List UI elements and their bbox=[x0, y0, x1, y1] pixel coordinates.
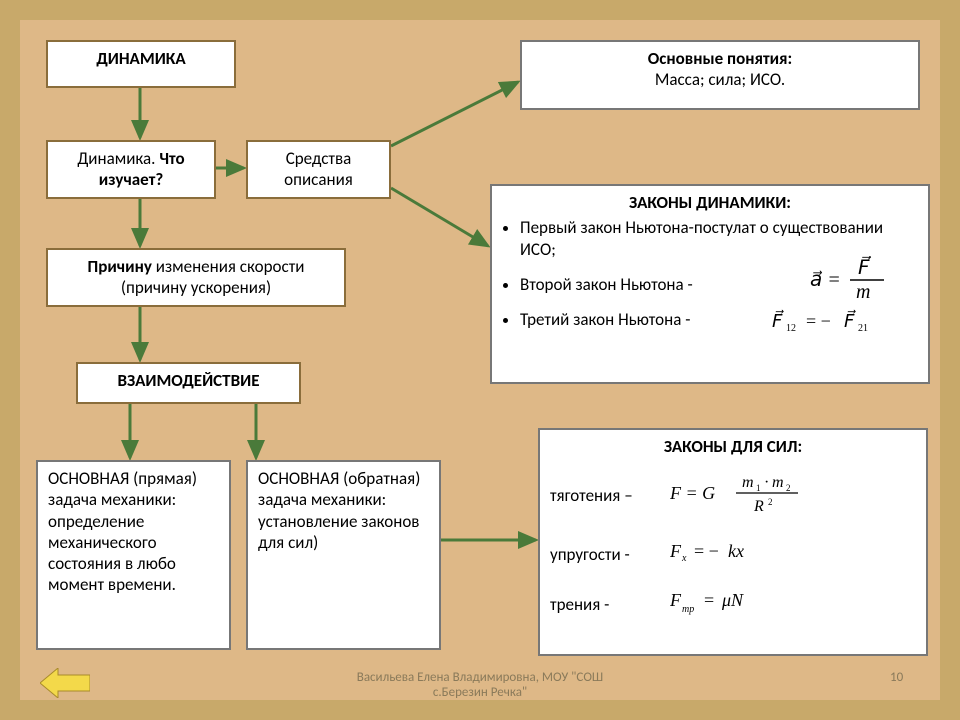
svg-text:R: R bbox=[753, 498, 764, 515]
laws-title: ЗАКОНЫ ДИНАМИКИ: bbox=[629, 192, 791, 213]
formula-elastic: F x = − kx bbox=[670, 539, 810, 570]
svg-text:F⃗: F⃗ bbox=[844, 310, 856, 331]
gravity-label: тяготения – bbox=[550, 485, 670, 506]
law-3-label: Третий закон Ньютона - bbox=[520, 309, 690, 330]
slide: ДИНАМИКА Динамика. Что изучает? Средства… bbox=[0, 0, 960, 720]
law-3: Третий закон Ньютона - F⃗ 12 = − F⃗ 21 bbox=[520, 309, 918, 330]
node-dynamics-laws: ЗАКОНЫ ДИНАМИКИ: Первый закон Ньютона-по… bbox=[490, 184, 930, 384]
svg-text:=: = bbox=[704, 590, 714, 610]
page-number: 10 bbox=[890, 670, 903, 685]
back-button[interactable] bbox=[40, 668, 90, 698]
force-row-elastic: упругости - F x = − kx bbox=[550, 539, 916, 570]
node-dynamics-title: ДИНАМИКА bbox=[46, 40, 236, 88]
force-row-gravity: тяготения – F = G m 1 · m 2 R 2 bbox=[550, 471, 916, 520]
force-row-friction: трения - F mp = μN bbox=[550, 588, 916, 621]
law-2: Второй закон Ньютона - a⃗ = F⃗ m bbox=[520, 274, 918, 295]
node-reason: Причину изменения скорости (причину уско… bbox=[46, 248, 346, 307]
node-direct-task: ОСНОВНАЯ (прямая) задача механики: опред… bbox=[36, 460, 231, 650]
svg-text:x: x bbox=[681, 553, 687, 564]
formula-gravity: F = G m 1 · m 2 R 2 bbox=[670, 471, 850, 520]
node-force-laws: ЗАКОНЫ ДЛЯ СИЛ: тяготения – F = G m 1 · … bbox=[538, 428, 928, 656]
node-what-studies: Динамика. Что изучает? bbox=[46, 140, 216, 199]
law-2-label: Второй закон Ньютона - bbox=[520, 274, 693, 295]
svg-text:m: m bbox=[742, 474, 754, 491]
node-interaction: ВЗАИМОДЕЙСТВИЕ bbox=[76, 362, 301, 404]
formula-newton2: a⃗ = F⃗ m bbox=[810, 256, 900, 309]
svg-text:2: 2 bbox=[786, 483, 791, 493]
node-means: Средства описания bbox=[246, 140, 391, 199]
node-concepts: Основные понятия:Масса; сила; ИСО. bbox=[520, 40, 920, 110]
svg-text:21: 21 bbox=[858, 323, 868, 334]
svg-text:1: 1 bbox=[756, 483, 761, 493]
footer-author: Васильева Елена Владимировна, МОУ "СОШ с… bbox=[330, 670, 630, 700]
elastic-label: упругости - bbox=[550, 544, 670, 565]
title-text: ДИНАМИКА bbox=[96, 48, 185, 69]
svg-text:12: 12 bbox=[786, 323, 796, 334]
svg-text:mp: mp bbox=[682, 604, 694, 615]
svg-text:F⃗: F⃗ bbox=[772, 310, 784, 331]
formula-newton3: F⃗ 12 = − F⃗ 21 bbox=[772, 307, 922, 340]
svg-text:m: m bbox=[772, 474, 784, 491]
svg-text:2: 2 bbox=[768, 497, 773, 507]
pagenum-text: 10 bbox=[890, 670, 903, 685]
svg-text:m: m bbox=[856, 281, 870, 303]
svg-text:F: F bbox=[670, 541, 682, 561]
means-text: Средства описания bbox=[284, 148, 353, 190]
interaction-text: ВЗАИМОДЕЙСТВИЕ bbox=[117, 370, 259, 391]
formula-friction: F mp = μN bbox=[670, 588, 810, 621]
svg-text:= −: = − bbox=[694, 541, 719, 561]
svg-text:a⃗ =: a⃗ = bbox=[810, 269, 841, 291]
svg-text:= −: = − bbox=[806, 311, 831, 331]
svg-text:kx: kx bbox=[728, 541, 744, 561]
law-1: Первый закон Ньютона-постулат о существо… bbox=[520, 217, 918, 260]
svg-text:F = G: F = G bbox=[670, 483, 715, 503]
svg-text:μN: μN bbox=[721, 590, 744, 610]
forces-title: ЗАКОНЫ ДЛЯ СИЛ: bbox=[664, 436, 802, 457]
footer-text: Васильева Елена Владимировна, МОУ "СОШ с… bbox=[357, 670, 603, 700]
svg-text:·: · bbox=[764, 474, 769, 491]
node-inverse-task: ОСНОВНАЯ (обратная) задача механики: уст… bbox=[246, 460, 441, 650]
svg-text:F: F bbox=[670, 590, 682, 610]
svg-text:F⃗: F⃗ bbox=[858, 256, 872, 279]
friction-label: трения - bbox=[550, 594, 670, 615]
